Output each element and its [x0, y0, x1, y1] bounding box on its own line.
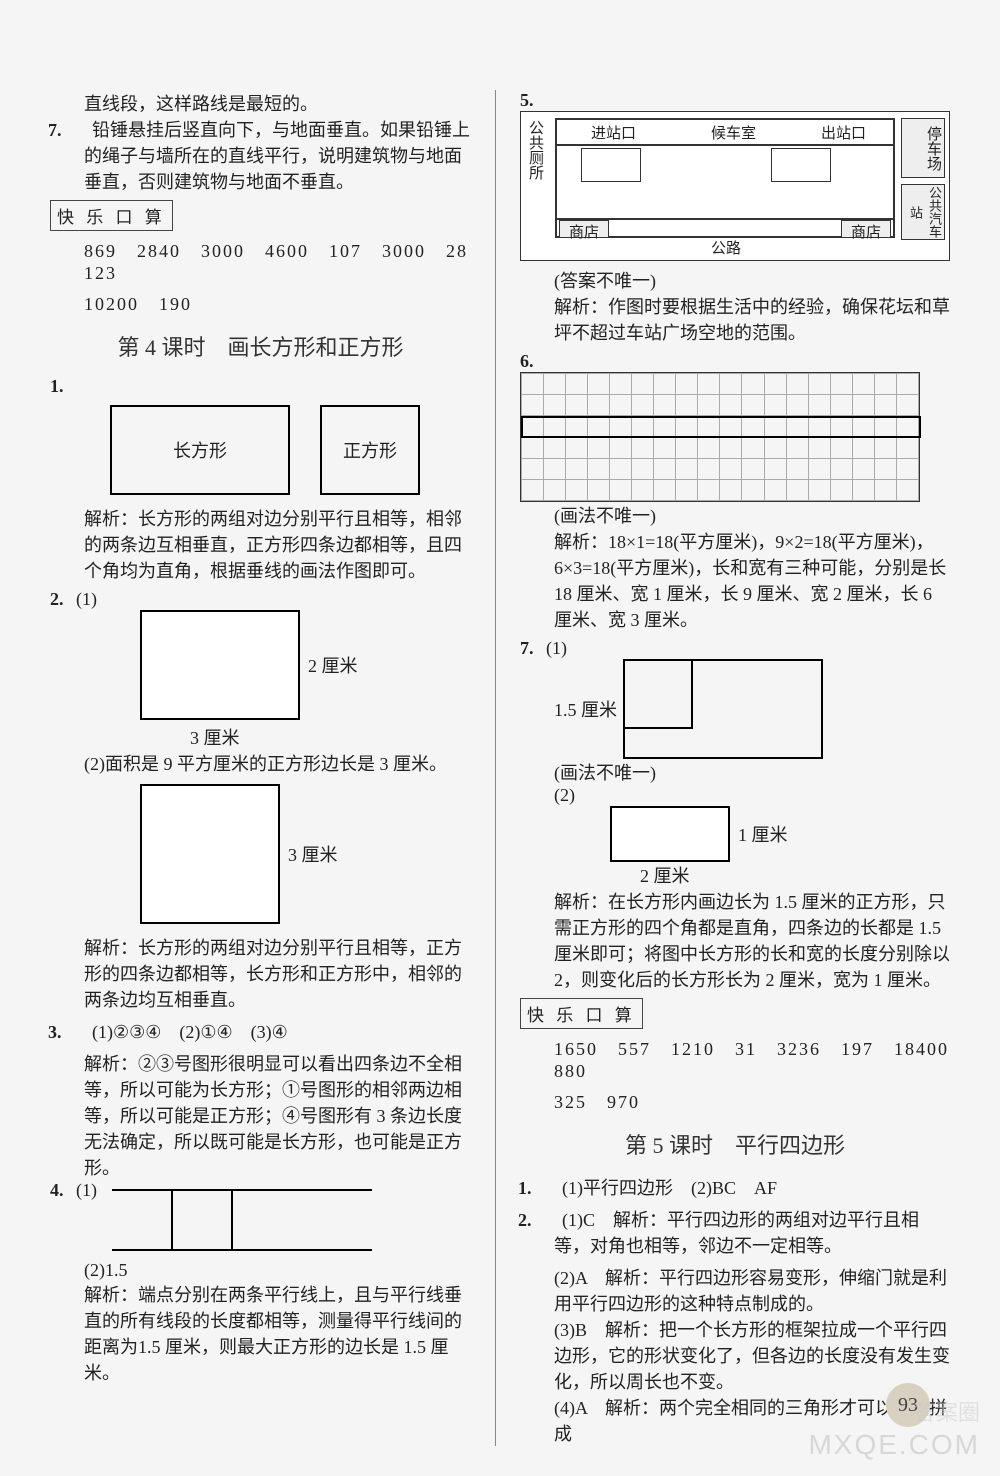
q4-parallel-svg [112, 1180, 372, 1260]
q2-h: 2 厘米 [308, 652, 358, 678]
r2-1: 2.(1)C 解析：平行四边形的两组对边平行且相等，对角也相等，邻边不一定相等。 [520, 1206, 950, 1258]
sd-jinzhan: 进站口 [591, 122, 636, 143]
kuaile-title: 快 乐 口 算 [50, 200, 173, 231]
q1-rect-label: 长方形 [173, 437, 227, 463]
q7r-note: (画法不唯一) [520, 759, 950, 785]
q4-jiexi: 解析：端点分别在两条平行线上，且与平行线垂直的所有线段的长度都相等，测量得平行线… [50, 1281, 471, 1385]
q6-grid [520, 372, 920, 502]
q2-p1-label: (1) [76, 589, 97, 609]
q7r-jiexi: 解析：在长方形内画边长为 1.5 厘米的正方形，只需正方形的四个角都是直角，四条… [520, 888, 950, 992]
sd-shop2: 商店 [841, 220, 891, 238]
q7r-inner-square [623, 659, 693, 729]
q6-note: (画法不唯一) [520, 502, 950, 528]
q1-square-label: 正方形 [343, 437, 397, 463]
q5: 5. 公共厕所 进站口 候车室 出站口 停车场 公共汽车站 商店 商店 [520, 90, 950, 345]
q2-square [140, 784, 280, 924]
r1-body: (1)平行四边形 (2)BC AF [562, 1178, 777, 1198]
sd-bus: 公共汽车站 [901, 184, 945, 240]
kuaile-row2: 10200 190 [50, 290, 471, 316]
q4-p1-label: (1) [76, 1180, 97, 1200]
lesson4-title: 第 4 课时 画长方形和正方形 [50, 330, 471, 362]
left-column: 直线段，这样路线是最短的。 7.铅锤悬挂后竖直向下，与地面垂直。如果铅锤上的绳子… [50, 90, 471, 1446]
q7r-p1: (1) [546, 638, 567, 658]
r2-2: (2)A 解析：平行四边形容易变形，伸缩门就是利用平行四边形的这种特点制成的。 [520, 1264, 950, 1316]
kuaile-r-row2: 325 970 [520, 1088, 950, 1114]
q5-jiexi: 解析：作图时要根据生活中的经验，确保花坛和草坪不超过车站广场空地的范围。 [520, 293, 950, 345]
q2-side: 3 厘米 [288, 841, 338, 867]
q3: 3.(1)②③④ (2)①④ (3)④ [50, 1018, 471, 1044]
kuaile-row1: 869 2840 3000 4600 107 3000 28 123 [50, 237, 471, 284]
q7r: 7.(1) 1.5 厘米 (画法不唯一) (2) 1 厘米 2 厘米 解析：在长… [520, 638, 950, 992]
q7-body: 铅锤悬挂后竖直向下，与地面垂直。如果铅锤上的绳子与墙所在的直线平行，说明建筑物与… [84, 120, 470, 192]
q2-jiexi: 解析：长方形的两组对边分别平行且相等，正方形的四条边都相等，长方形和正方形中，相… [50, 934, 471, 1012]
q7r-w: 2 厘米 [640, 862, 950, 888]
q2-rect [140, 610, 300, 720]
kuaile-title-r: 快 乐 口 算 [520, 998, 643, 1029]
sd-road: 公路 [711, 237, 741, 258]
r1: 1.(1)平行四边形 (2)BC AF [520, 1174, 950, 1200]
q2-p2: (2)面积是 9 平方厘米的正方形边长是 3 厘米。 [50, 750, 471, 776]
r2-3: (3)B 解析：把一个长方形的框架拉成一个平行四边形，它的形状变化了，但各边的长… [520, 1316, 950, 1394]
station-diagram: 公共厕所 进站口 候车室 出站口 停车场 公共汽车站 商店 商店 公路 [520, 111, 950, 261]
q5-note: (答案不唯一) [520, 267, 950, 293]
watermark-brand: 答案圈 [914, 1395, 980, 1427]
q6-jiexi: 解析：18×1=18(平方厘米)，9×2=18(平方厘米)，6×3=18(平方厘… [520, 528, 950, 632]
q7r-side: 1.5 厘米 [554, 696, 617, 722]
q7r-outer [623, 659, 823, 759]
sd-houche: 候车室 [711, 122, 756, 143]
q7r-rect2 [610, 806, 730, 862]
watermark-url: MXQE.COM [808, 1429, 980, 1461]
sd-chuzhan: 出站口 [821, 122, 866, 143]
lesson5-title: 第 5 课时 平行四边形 [520, 1128, 950, 1160]
sd-parking: 停车场 [901, 118, 945, 178]
kuaile-r-row1: 1650 557 1210 31 3236 197 18400 880 [520, 1035, 950, 1082]
q3-ans: (1)②③④ (2)①④ (3)④ [92, 1022, 288, 1042]
sd-toilet: 公共厕所 [525, 120, 546, 180]
intro-text: 直线段，这样路线是最短的。 [50, 90, 471, 116]
q7-text: 7.铅锤悬挂后竖直向下，与地面垂直。如果铅锤上的绳子与墙所在的直线平行，说明建筑… [50, 116, 471, 194]
r2-1-body: (1)C 解析：平行四边形的两组对边平行且相等，对角也相等，邻边不一定相等。 [554, 1210, 919, 1256]
q7r-p2: (2) [520, 785, 950, 806]
right-column: 5. 公共厕所 进站口 候车室 出站口 停车场 公共汽车站 商店 商店 [520, 90, 950, 1446]
q1: 1. 长方形 正方形 解析：长方形的两组对边分别平行且相等，相邻的两条边互相垂直… [50, 376, 471, 583]
q2-w: 3 厘米 [190, 724, 471, 750]
q1-rectangle: 长方形 [110, 405, 290, 495]
q4-p2: (2)1.5 [50, 1260, 471, 1281]
q1-jiexi: 解析：长方形的两组对边分别平行且相等，相邻的两条边互相垂直，正方形四条边都相等，… [50, 505, 471, 583]
column-divider [495, 90, 496, 1446]
q4: 4.(1) (2)1.5 解析：端点分别在两条平行线上，且与平行线垂直的所有线段… [50, 1180, 471, 1385]
q7r-h: 1 厘米 [738, 821, 788, 847]
sd-shop1: 商店 [559, 220, 609, 238]
q2: 2.(1) 2 厘米 3 厘米 (2)面积是 9 平方厘米的正方形边长是 3 厘… [50, 589, 471, 1012]
q1-square: 正方形 [320, 405, 420, 495]
q6: 6. (画法不唯一) 解析：18×1=18(平方厘米)，9×2=18(平方厘米)… [520, 351, 950, 632]
q3-jiexi: 解析：②③号图形很明显可以看出四条边不全相等，所以可能为长方形；①号图形的相邻两… [50, 1050, 471, 1180]
